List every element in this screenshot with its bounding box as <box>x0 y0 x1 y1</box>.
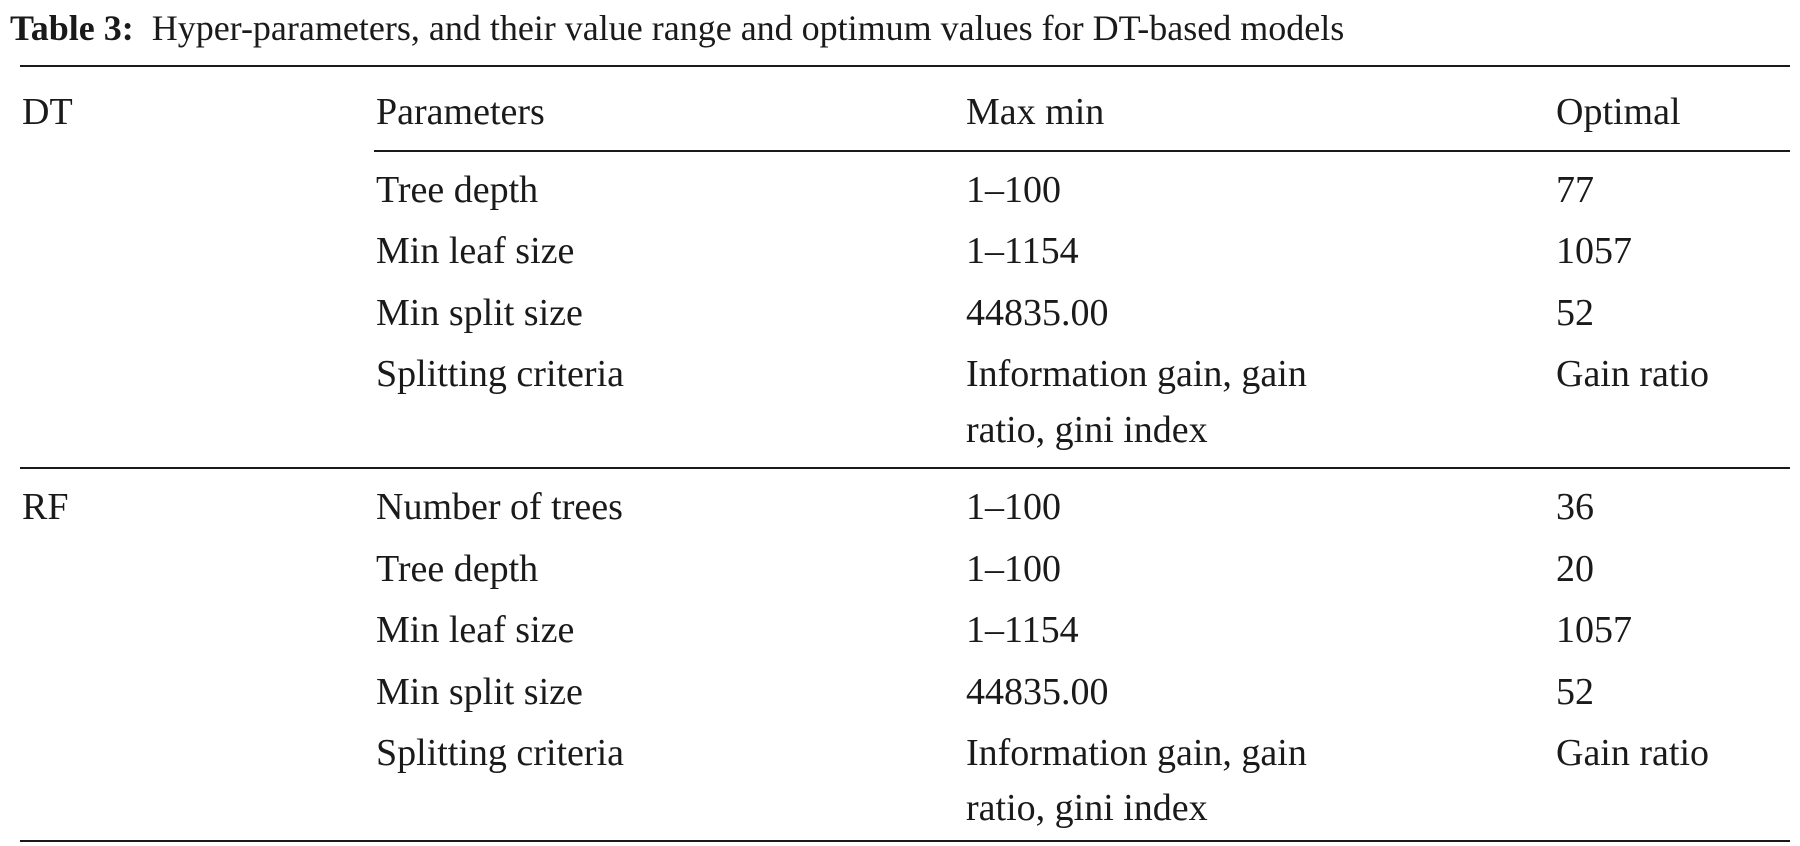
group-separator-rule <box>20 467 1790 469</box>
range-cell: 44835.00 <box>966 671 1109 713</box>
parameter-cell: Tree depth <box>376 548 539 590</box>
table-row: Splitting criteria <box>376 350 624 399</box>
caption-text: Hyper-parameters, and their value range … <box>151 8 1345 48</box>
table-row: Splitting criteria <box>376 729 624 778</box>
top-rule <box>20 65 1790 67</box>
table-row: Min split size <box>376 289 583 338</box>
parameter-cell: Splitting criteria <box>376 353 625 395</box>
range-cell: 44835.00 <box>966 292 1109 334</box>
table-row: Number of trees <box>376 483 623 532</box>
header-parameters: Parameters <box>376 91 545 133</box>
optimal-cell: 52 <box>1556 292 1594 334</box>
table-caption: Table 3: Hyper-parameters, and their val… <box>10 4 1344 52</box>
optimal-cell: 20 <box>1556 548 1594 590</box>
table-row: Tree depth <box>376 166 538 215</box>
range-cell: 1–100 <box>966 548 1061 590</box>
parameter-cell: Min leaf size <box>376 230 575 272</box>
table-row: Min leaf size <box>376 227 574 276</box>
parameter-cell: Min leaf size <box>376 609 575 651</box>
optimal-cell: 1057 <box>1556 609 1632 651</box>
parameter-cell: Min split size <box>376 292 583 334</box>
range-cell: 1–100 <box>966 169 1061 211</box>
parameter-cell: Splitting criteria <box>376 732 625 774</box>
range-cell-continued: ratio, gini index <box>966 787 1208 829</box>
range-cell: 1–100 <box>966 486 1061 528</box>
optimal-cell: 77 <box>1556 169 1594 211</box>
optimal-cell: 1057 <box>1556 230 1632 272</box>
table-row: Tree depth <box>376 545 538 594</box>
caption-label: Table 3: <box>10 8 134 48</box>
optimal-cell: Gain ratio <box>1556 353 1710 395</box>
optimal-cell: 36 <box>1556 486 1594 528</box>
header-range: Max min <box>966 91 1105 133</box>
table-row: Min split size <box>376 668 583 717</box>
header-rule <box>374 150 1790 152</box>
optimal-cell: Gain ratio <box>1556 732 1710 774</box>
parameter-cell: Number of trees <box>376 486 623 528</box>
bottom-rule <box>20 840 1790 842</box>
group-label-rf: RF <box>22 486 69 528</box>
table-row: Min leaf size <box>376 606 574 655</box>
range-cell: 1–1154 <box>966 609 1079 651</box>
header-optimal: Optimal <box>1556 91 1681 133</box>
range-cell: Information gain, gain <box>966 732 1307 774</box>
range-cell: 1–1154 <box>966 230 1079 272</box>
header-model: DT <box>22 91 73 133</box>
range-cell-continued: ratio, gini index <box>966 409 1208 451</box>
parameter-cell: Tree depth <box>376 169 539 211</box>
parameter-cell: Min split size <box>376 671 583 713</box>
range-cell: Information gain, gain <box>966 353 1307 395</box>
optimal-cell: 52 <box>1556 671 1594 713</box>
